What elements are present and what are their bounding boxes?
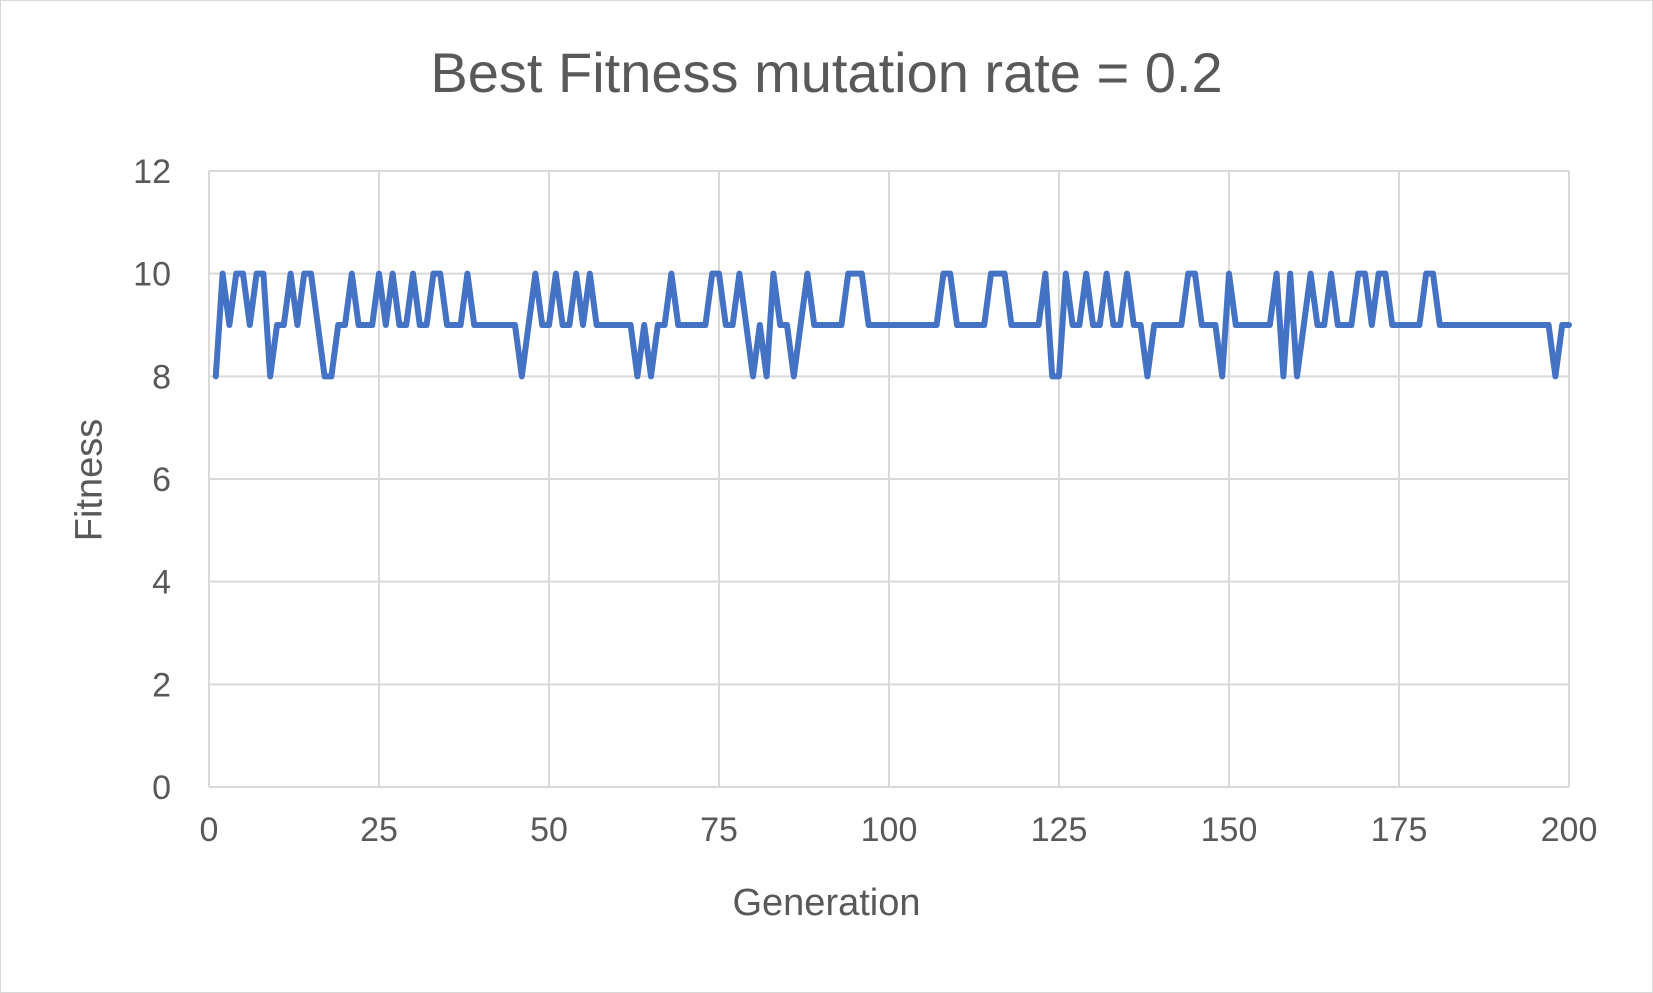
x-tick-label: 175 [1371,811,1428,849]
x-tick-label: 50 [530,811,568,849]
chart-title: Best Fitness mutation rate = 0.2 [430,41,1223,104]
y-tick-label: 12 [133,153,171,191]
y-tick-label: 10 [133,256,171,294]
series-line [212,270,1572,380]
y-axis-title: Fitness [68,418,111,542]
y-tick-label: 0 [152,769,171,807]
x-tick-label: 0 [200,811,219,849]
x-tick-label: 75 [700,811,738,849]
tick-labels: 0 2 4 6 8 10 12 0 25 50 75 100 125 150 175 200 [133,153,1597,849]
y-tick-label: 4 [152,564,171,602]
y-tick-label: 2 [152,666,171,704]
y-tick-label: 6 [152,461,171,499]
x-tick-label: 150 [1201,811,1258,849]
y-tick-label: 8 [152,358,171,396]
x-tick-label: 100 [861,811,918,849]
x-axis-title: Generation [732,882,921,924]
x-tick-label: 200 [1541,811,1598,849]
x-tick-label: 125 [1031,811,1088,849]
x-tick-label: 25 [360,811,398,849]
gridlines [208,170,1570,788]
series-layer [212,270,1572,380]
